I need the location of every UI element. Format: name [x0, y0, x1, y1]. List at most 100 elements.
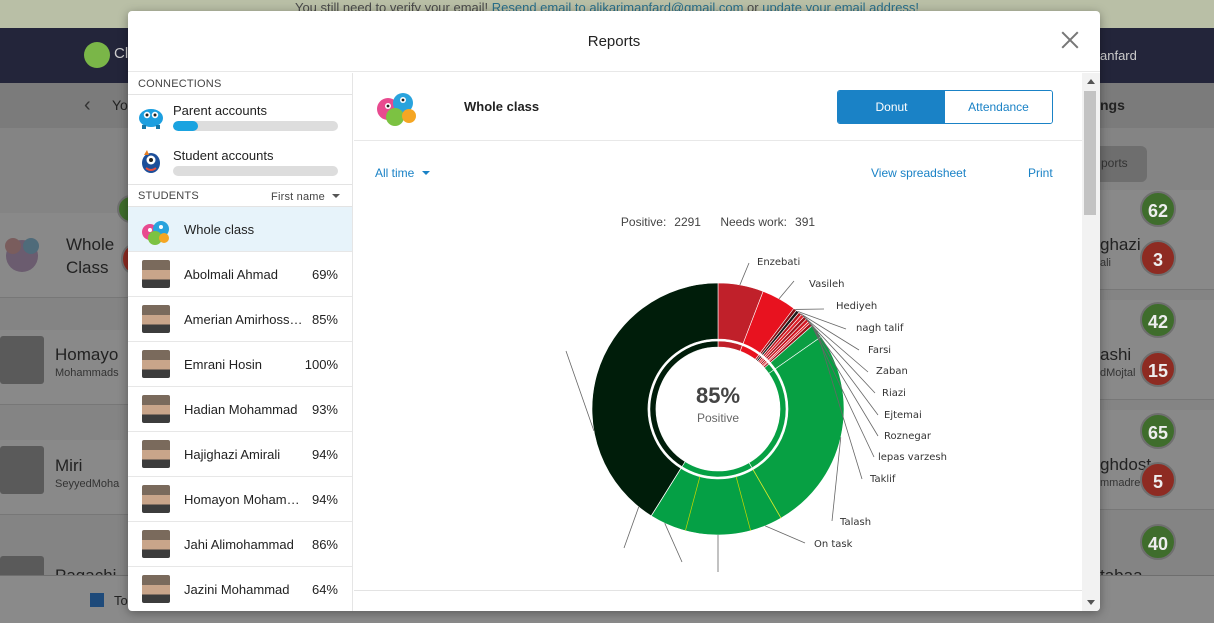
student-accounts-row[interactable]: Student accounts: [128, 140, 352, 185]
score-badge: 5: [1140, 462, 1176, 498]
class-monsters-icon: [142, 221, 169, 245]
student-name: ashi: [1100, 345, 1132, 364]
student-subname: ali: [1100, 257, 1112, 269]
student-name: Homayon Mohammad: [184, 492, 304, 507]
report-sidebar: CONNECTIONS Parent accounts Student acco…: [128, 73, 353, 611]
callout-line: [664, 523, 683, 563]
sort-dropdown[interactable]: First name: [271, 191, 340, 203]
callout-line: [807, 320, 879, 416]
student-photo: [142, 485, 170, 513]
parent-accounts-label: Parent accounts: [173, 103, 267, 118]
category-label: Roznegar: [884, 431, 932, 442]
student-name: Hadian Mohammad: [184, 402, 298, 417]
scroll-up-icon[interactable]: [1087, 79, 1095, 84]
callout-line: [809, 322, 879, 437]
callout-line: [765, 525, 806, 544]
student-percent: 86%: [311, 537, 338, 552]
center-label: Positive: [697, 411, 739, 425]
donut-toggle-button[interactable]: Donut: [838, 91, 945, 123]
view-spreadsheet-link[interactable]: View spreadsheet: [871, 166, 967, 180]
student-percent: 93%: [311, 402, 338, 417]
footer-text[interactable]: To: [114, 593, 128, 608]
callout-line: [739, 262, 750, 286]
student-list: Abolmali Ahmad 69% Amerian Amirhossein 85% E…: [128, 252, 352, 611]
student-photo: [142, 260, 170, 288]
category-label: Taklif: [869, 474, 896, 485]
parent-accounts-fill: [173, 121, 198, 131]
student-row[interactable]: Amerian Amirhossein 85%: [128, 297, 352, 342]
user-menu[interactable]: anfard: [1100, 48, 1137, 63]
back-arrow-icon[interactable]: ‹: [84, 94, 91, 116]
grid-icon[interactable]: [90, 593, 104, 607]
student-accounts-progress: [173, 166, 338, 176]
report-title: Whole class: [464, 99, 540, 114]
score-badge: 65: [1140, 413, 1176, 449]
modal-scrollbar[interactable]: [1082, 73, 1100, 611]
student-monster-icon: [142, 150, 160, 173]
callout-line: [778, 280, 795, 300]
divider: [354, 590, 1082, 591]
settings-menu[interactable]: ngs: [1100, 97, 1125, 113]
student-subname: mmadre: [1100, 477, 1141, 489]
student-subname: Mohammads: [55, 367, 119, 379]
student-accounts-label: Student accounts: [173, 148, 274, 163]
needs-work-label: Needs work:: [720, 215, 788, 229]
student-name: Homayo: [55, 345, 119, 364]
segment-enzebati-inner: [717, 340, 743, 352]
time-range-dropdown[interactable]: All time: [375, 166, 431, 180]
scroll-thumb[interactable]: [1084, 91, 1096, 215]
parent-accounts-progress: [173, 121, 338, 131]
donut-segments: [591, 282, 845, 536]
segment-separator: [752, 469, 782, 519]
student-percent: 94%: [311, 447, 338, 462]
student-row[interactable]: Emrani Hosin 100%: [128, 342, 352, 387]
parent-accounts-row[interactable]: Parent accounts: [128, 95, 352, 140]
segment-separator: [685, 476, 701, 531]
chevron-down-icon: [422, 171, 431, 175]
category-label: nagh talif: [856, 323, 904, 334]
category-label: Hediyeh: [836, 301, 877, 312]
attendance-toggle-button[interactable]: Attendance: [945, 91, 1052, 123]
student-percent: 69%: [311, 267, 338, 282]
parent-monster-icon: [139, 109, 163, 129]
callout-line: [802, 315, 869, 373]
student-subname: dMojtal: [1100, 367, 1136, 379]
close-icon[interactable]: [1058, 28, 1082, 52]
time-range-label: All time: [375, 166, 415, 180]
positive-value: 2291: [674, 215, 701, 229]
class-name: Whole Class: [66, 235, 115, 277]
category-label: Vasileh: [809, 279, 844, 290]
student-percent: 64%: [311, 582, 338, 597]
student-row[interactable]: Hadian Mohammad 93%: [128, 387, 352, 432]
positive-label: Positive:: [620, 215, 667, 229]
student-row[interactable]: Homayon Mohammad 94%: [128, 477, 352, 522]
print-link[interactable]: Print: [1028, 166, 1053, 180]
student-photo: [142, 350, 170, 378]
scroll-down-icon[interactable]: [1087, 600, 1095, 605]
student-row[interactable]: Jazini Mohammad 64%: [128, 567, 352, 611]
segment-dark: [591, 282, 719, 517]
student-photo: [142, 395, 170, 423]
report-main-header: Whole class Donut Attendance: [354, 73, 1082, 141]
behavior-donut-chart: Enzebati Vasileh Hediyeh nagh talif Farsi Zab…: [565, 257, 947, 572]
app-logo-text: Cl: [114, 45, 129, 62]
app-logo-icon[interactable]: [84, 42, 110, 68]
callout-line: [831, 437, 842, 522]
summary-stats: Positive: 2291 Needs work: 391: [354, 215, 1082, 229]
student-row[interactable]: Hajighazi Amirali 94%: [128, 432, 352, 477]
student-row-whole-class[interactable]: Whole class: [128, 207, 352, 252]
callout-line: [804, 317, 876, 394]
student-row[interactable]: Abolmali Ahmad 69%: [128, 252, 352, 297]
category-label: Farsi: [868, 345, 891, 356]
segment-separator: [650, 468, 682, 517]
student-photo: [142, 440, 170, 468]
student-name: Jazini Mohammad: [184, 582, 290, 597]
student-row[interactable]: Jahi Alimohammad 86%: [128, 522, 352, 567]
student-name: Hajighazi Amirali: [184, 447, 281, 462]
category-label: Enzebati: [757, 257, 800, 268]
callout-line: [565, 350, 595, 432]
score-badge: 15: [1140, 351, 1176, 387]
category-label: Zaban: [876, 366, 908, 377]
callout-line: [623, 506, 640, 549]
chart-mode-toggle: Donut Attendance: [837, 90, 1053, 124]
